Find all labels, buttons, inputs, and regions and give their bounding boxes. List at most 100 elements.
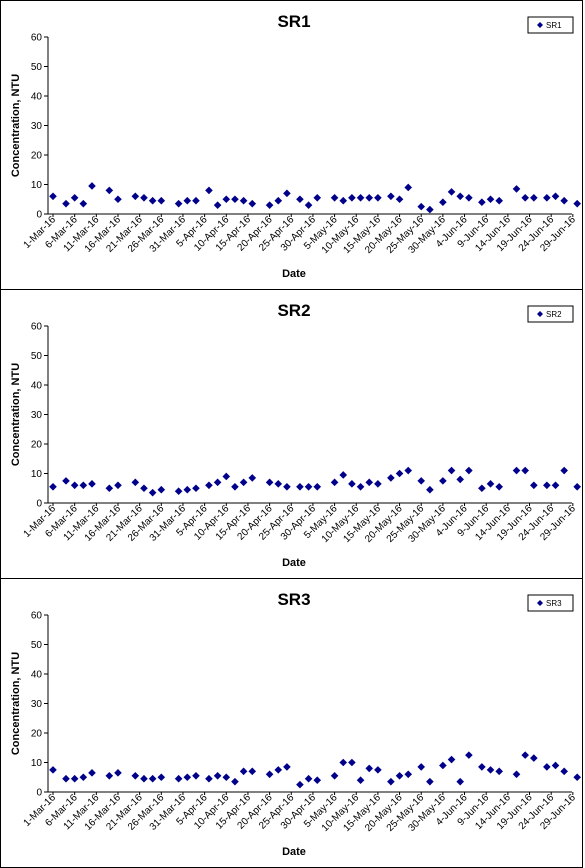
data-point xyxy=(447,466,456,475)
x-axis-label: Date xyxy=(282,268,306,280)
data-point xyxy=(79,773,88,782)
data-point xyxy=(495,482,503,491)
data-point xyxy=(551,761,560,770)
data-point xyxy=(304,482,313,491)
data-point xyxy=(88,182,96,190)
y-tick-label: 30 xyxy=(31,410,43,421)
data-point xyxy=(339,758,348,767)
y-tick-label: 20 xyxy=(31,440,43,451)
legend-marker xyxy=(537,311,543,317)
legend: SR2 xyxy=(527,305,574,323)
data-point xyxy=(304,201,313,209)
data-point xyxy=(49,482,57,491)
y-tick-label: 60 xyxy=(31,33,43,44)
y-tick-label: 60 xyxy=(31,611,43,622)
data-point xyxy=(62,477,70,485)
data-point xyxy=(157,773,166,782)
data-point xyxy=(439,477,447,485)
data-point xyxy=(560,767,568,776)
data-point xyxy=(283,482,291,491)
data-point xyxy=(131,192,140,201)
data-point xyxy=(222,773,231,782)
data-point xyxy=(205,481,213,490)
data-point xyxy=(551,192,560,201)
data-point xyxy=(105,186,114,195)
data-point xyxy=(140,774,148,783)
data-point xyxy=(140,193,148,202)
data-point xyxy=(512,770,521,779)
data-point xyxy=(283,189,291,198)
data-point xyxy=(356,482,365,491)
data-point xyxy=(543,193,551,202)
data-point xyxy=(205,186,213,195)
x-axis-label: Date xyxy=(282,846,306,858)
y-tick-label: 10 xyxy=(31,180,43,191)
data-point xyxy=(205,774,213,783)
data-point xyxy=(447,755,456,764)
y-tick-label: 30 xyxy=(31,699,43,710)
data-point xyxy=(456,475,465,484)
data-point xyxy=(183,773,192,782)
data-point xyxy=(426,205,434,214)
data-point xyxy=(296,780,304,789)
legend: SR3 xyxy=(527,594,574,612)
data-point xyxy=(49,192,57,201)
data-point xyxy=(478,763,486,771)
legend: SR1 xyxy=(527,16,574,34)
y-tick-label: 20 xyxy=(31,729,43,740)
data-point xyxy=(265,201,274,209)
data-point xyxy=(417,202,426,211)
data-point xyxy=(365,193,374,202)
data-point xyxy=(404,770,413,779)
data-point xyxy=(560,196,568,205)
data-point xyxy=(339,471,348,479)
data-point xyxy=(447,188,456,196)
data-point xyxy=(330,478,339,487)
y-tick-label: 40 xyxy=(31,381,43,392)
data-point xyxy=(114,769,122,777)
data-point xyxy=(348,480,356,488)
data-point xyxy=(495,196,503,205)
data-point xyxy=(330,771,339,780)
y-tick-label: 60 xyxy=(31,322,43,333)
data-point xyxy=(265,770,274,779)
data-point xyxy=(573,199,581,208)
y-tick-label: 40 xyxy=(31,670,43,681)
data-point xyxy=(512,466,521,475)
data-point xyxy=(296,195,304,204)
y-axis-label: Concentration, NTU xyxy=(10,652,22,755)
data-point xyxy=(530,481,538,490)
data-point xyxy=(174,774,183,783)
data-point xyxy=(148,774,157,783)
data-point xyxy=(183,485,192,494)
data-point xyxy=(356,776,365,784)
data-point xyxy=(387,474,395,482)
data-point xyxy=(157,196,166,205)
legend-box xyxy=(527,305,574,323)
data-point xyxy=(426,777,434,786)
data-point xyxy=(404,466,413,475)
y-tick-label: 40 xyxy=(31,92,43,103)
data-point xyxy=(157,485,166,494)
data-point xyxy=(174,199,183,208)
data-point xyxy=(465,193,473,202)
y-tick-label: 30 xyxy=(31,121,43,132)
data-point xyxy=(265,478,274,487)
data-point xyxy=(486,480,495,488)
data-point xyxy=(495,767,503,776)
data-point xyxy=(374,193,382,202)
legend-label: SR1 xyxy=(546,21,562,30)
data-point xyxy=(296,482,304,491)
data-point xyxy=(239,478,248,487)
data-point xyxy=(387,192,395,201)
data-point xyxy=(530,193,538,202)
data-point xyxy=(148,196,157,205)
y-tick-label: 10 xyxy=(31,758,43,769)
data-point xyxy=(62,199,70,208)
data-point xyxy=(114,195,122,204)
legend-label: SR2 xyxy=(546,310,562,319)
data-point xyxy=(348,758,356,767)
